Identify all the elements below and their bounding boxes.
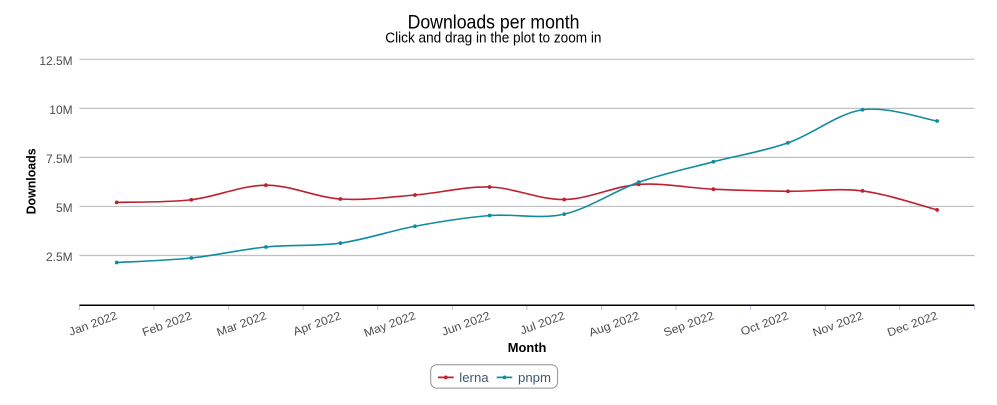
- svg-text:10M: 10M: [49, 105, 72, 117]
- svg-text:5M: 5M: [56, 203, 73, 215]
- svg-text:Click and drag in the plot to: Click and drag in the plot to zoom in: [385, 31, 601, 47]
- svg-text:Month: Month: [508, 340, 547, 355]
- svg-text:Downloads per month: Downloads per month: [408, 12, 580, 34]
- svg-text:pnpm: pnpm: [518, 370, 551, 385]
- svg-text:Downloads: Downloads: [24, 148, 39, 214]
- svg-text:2.5M: 2.5M: [46, 252, 73, 264]
- svg-text:12.5M: 12.5M: [39, 56, 72, 68]
- svg-text:lerna: lerna: [459, 370, 489, 385]
- svg-text:7.5M: 7.5M: [46, 154, 73, 166]
